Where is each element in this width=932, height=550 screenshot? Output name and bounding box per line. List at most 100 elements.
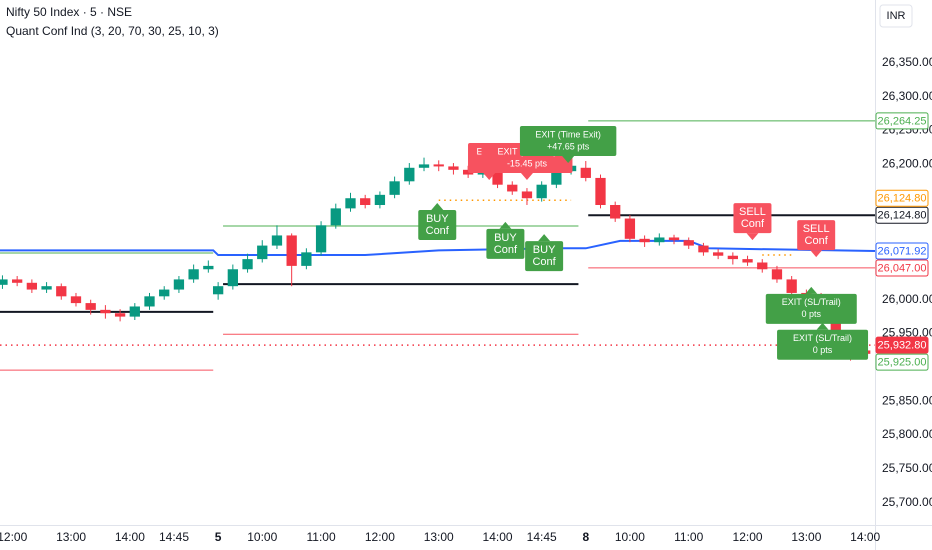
candle-body — [418, 164, 430, 168]
candle-body — [492, 172, 503, 185]
x-tick-label: 14:00 — [850, 530, 880, 544]
currency-button[interactable] — [879, 4, 913, 28]
label-text: Conf — [532, 256, 556, 268]
label-text: SELL — [803, 223, 830, 235]
price-tag-label: 26,071.92 — [878, 245, 927, 257]
candle-body — [742, 259, 753, 263]
candle-body — [771, 269, 783, 280]
candle-body — [654, 237, 665, 243]
candle-body — [56, 286, 67, 297]
chart-title: Nifty 50 Index · 5 · NSE — [6, 5, 132, 19]
y-tick-label: 25,850.00 — [882, 393, 932, 407]
x-tick-label: 14:45 — [527, 530, 557, 544]
price-tag — [875, 242, 929, 260]
candle-body — [227, 269, 238, 287]
x-tick-label: 14:00 — [115, 530, 145, 544]
candle-body — [639, 238, 650, 243]
candle-body — [551, 171, 562, 185]
price-tag — [875, 206, 929, 224]
candle-body — [242, 259, 253, 270]
candle-body — [786, 279, 797, 293]
candle-body — [668, 237, 680, 241]
label-text: EXIT (SL/Trail) — [793, 333, 852, 343]
candle-body — [173, 279, 185, 290]
x-tick-label: 12:00 — [365, 530, 395, 544]
y-tick-label: 25,750.00 — [882, 461, 932, 475]
price-tag — [875, 353, 929, 371]
candle-body — [433, 164, 444, 167]
y-tick-label: 26,300.00 — [882, 89, 932, 103]
y-tick-label: 26,200.00 — [882, 157, 932, 171]
label-text: BUY — [426, 213, 449, 225]
candle-body — [212, 286, 224, 295]
label-text: BUY — [533, 244, 556, 256]
candle-body — [271, 235, 283, 246]
candle-body — [188, 269, 199, 280]
candle-body — [114, 313, 126, 317]
candle-body — [70, 296, 82, 304]
label-text: BUY — [494, 232, 517, 244]
label-box — [733, 203, 772, 234]
candle-body — [624, 218, 636, 239]
candle-body — [330, 208, 341, 226]
label-pointer — [483, 172, 496, 180]
candle-body — [360, 198, 371, 205]
x-tick-label: 11:00 — [307, 530, 336, 544]
label-text: Conf — [805, 235, 829, 247]
signal-label: EXIT (SL/Trail) 0 pts — [765, 286, 857, 324]
x-tick-label: 13:00 — [791, 530, 821, 544]
price-tag — [875, 112, 929, 130]
candle-body — [257, 245, 268, 260]
candle-body — [404, 167, 415, 182]
price-tag — [875, 336, 929, 354]
candle-body — [389, 181, 400, 195]
label-text: +47.65 pts — [547, 141, 590, 151]
signal-label: EXIT (Time Exit) +47.65 pts — [519, 126, 617, 164]
x-tick-label: 12:00 — [733, 530, 763, 544]
candle-body — [12, 279, 23, 283]
label-text: Conf — [741, 218, 765, 230]
candle-body — [507, 184, 518, 192]
candle-body — [727, 255, 738, 260]
label-text: 0 pts — [813, 345, 833, 355]
x-tick-label: 10:00 — [247, 530, 277, 544]
candle-body — [757, 262, 768, 270]
candle-body — [144, 296, 155, 307]
candle-body — [595, 177, 606, 205]
label-text: -15.45 pts — [507, 158, 548, 168]
label-pointer — [816, 322, 829, 330]
x-tick-label: 14:45 — [159, 530, 189, 544]
currency[interactable]: INR — [887, 10, 906, 22]
y-tick-label: 25,700.00 — [882, 495, 932, 509]
price-tag-label: 25,932.80 — [878, 340, 927, 352]
label-pointer — [805, 286, 818, 294]
label-box — [525, 241, 564, 272]
candle-body — [0, 279, 8, 285]
candle-body — [301, 252, 312, 266]
candle-body — [26, 282, 38, 290]
price-tag-label: 26,124.80 — [878, 193, 927, 205]
candle-body — [203, 265, 214, 270]
candle-body — [85, 303, 96, 310]
label-pointer — [810, 250, 823, 258]
y-tick-label: 25,950.00 — [882, 326, 932, 340]
x-tick-label: 11:00 — [674, 530, 703, 544]
candle-body — [536, 184, 547, 199]
label-pointer — [562, 156, 575, 164]
candle-body — [129, 306, 140, 317]
label-text: SELL — [739, 206, 766, 218]
candle-body — [521, 191, 533, 199]
price-tag-label: 26,124.80 — [878, 210, 927, 222]
candle-body — [580, 167, 591, 178]
candle-body — [374, 194, 386, 205]
price-tag — [875, 259, 929, 277]
signal-label: EXIT (SL/Trail) 0 pts — [777, 322, 869, 360]
label-text: 0 pts — [802, 309, 822, 319]
